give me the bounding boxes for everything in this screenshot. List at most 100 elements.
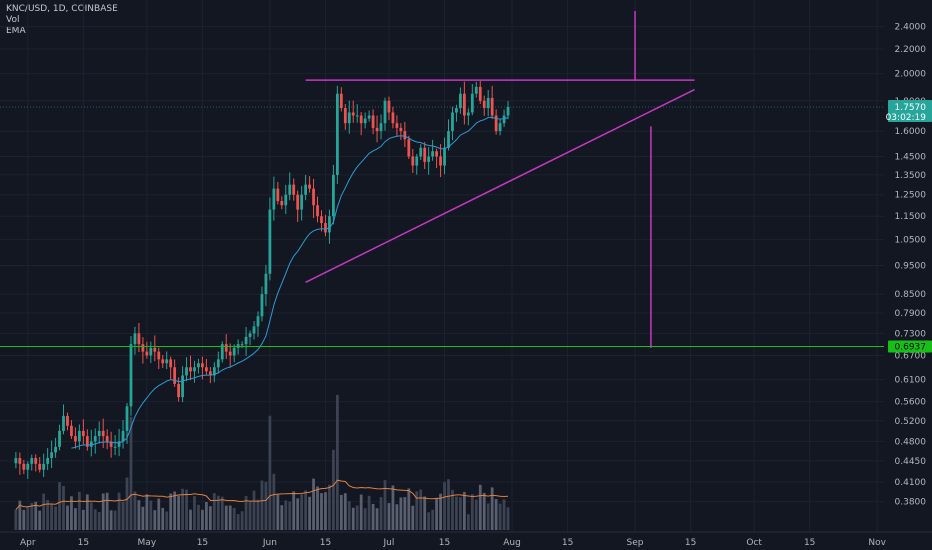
- candle-body: [232, 347, 236, 356]
- volume-bar: [113, 510, 117, 530]
- candle-body: [363, 118, 367, 124]
- candle-body: [109, 441, 113, 447]
- price-tick-label: 1.6000: [895, 127, 927, 137]
- ema-indicator-label[interactable]: EMA: [6, 26, 26, 36]
- volume-bar: [296, 498, 300, 530]
- volume-bar: [308, 496, 311, 530]
- volume-bar: [387, 503, 391, 530]
- price-tick-label: 2.0000: [895, 70, 927, 80]
- candle-body: [339, 93, 343, 109]
- volume-bar: [328, 484, 331, 530]
- price-tick-label: 0.4100: [895, 478, 927, 488]
- candle-body: [415, 156, 419, 166]
- volume-bar: [54, 506, 57, 530]
- volume-bar: [74, 508, 77, 530]
- volume-bar: [332, 449, 335, 530]
- candle-body: [455, 108, 458, 113]
- candle-body: [292, 184, 296, 195]
- volume-bar: [34, 501, 38, 530]
- volume-bar: [324, 492, 327, 530]
- volume-bar: [26, 506, 30, 530]
- candle-body: [248, 333, 252, 337]
- volume-bar: [70, 496, 73, 530]
- candle-body: [375, 127, 379, 132]
- candle-body: [34, 458, 38, 464]
- volume-bar: [351, 507, 355, 530]
- candle-body: [304, 184, 308, 195]
- candle-body: [169, 359, 173, 368]
- volume-bar: [153, 510, 157, 530]
- volume-bar: [498, 503, 502, 530]
- candle-body: [193, 367, 196, 372]
- candle-body: [482, 100, 486, 109]
- candle-body: [205, 367, 208, 372]
- volume-bar: [38, 510, 42, 530]
- volume-bar: [395, 504, 399, 530]
- price-tick-label: 1.2500: [895, 191, 927, 201]
- volume-bar: [62, 485, 65, 530]
- ascending-trendline[interactable]: [305, 88, 695, 283]
- candle-body: [177, 383, 180, 398]
- price-tick-label: 0.5200: [895, 417, 927, 427]
- volume-bar: [276, 494, 280, 530]
- price-tick-label: 0.6100: [895, 376, 927, 386]
- time-tick-label: Apr: [20, 538, 36, 548]
- time-tick-label: 15: [320, 538, 331, 548]
- candle-body: [288, 184, 292, 195]
- time-axis-panel: [0, 532, 932, 550]
- candle-body: [252, 326, 256, 334]
- candle-body: [498, 123, 502, 132]
- volume-bar: [105, 492, 109, 530]
- candle-body: [466, 112, 470, 116]
- price-tick-label: 1.3500: [895, 171, 927, 181]
- candle-body: [50, 452, 53, 459]
- time-tick-label: 15: [439, 538, 450, 548]
- candle-body: [347, 112, 351, 124]
- candle-body: [383, 100, 387, 124]
- volume-bar: [506, 507, 510, 530]
- candle-body: [427, 156, 431, 162]
- candle-body: [42, 463, 46, 470]
- candle-body: [85, 436, 89, 447]
- volume-bar: [22, 509, 26, 530]
- symbol-title[interactable]: KNC/USD, 1D, COINBASE: [6, 4, 118, 14]
- candle-body: [70, 425, 73, 437]
- candle-body: [272, 188, 276, 210]
- candle-body: [137, 333, 141, 345]
- volume-bar: [367, 495, 371, 530]
- current-price-tag[interactable]: [888, 99, 932, 122]
- volume-bar: [466, 514, 470, 530]
- candle-body: [165, 359, 169, 364]
- price-tick-label: 0.9500: [895, 261, 927, 271]
- candle-body: [276, 188, 280, 202]
- time-tick-label: Jul: [383, 538, 395, 548]
- volume-bar: [363, 508, 367, 530]
- volume-bar: [193, 496, 196, 530]
- candle-body: [316, 205, 319, 217]
- candle-body: [335, 93, 339, 175]
- candle-body: [379, 123, 383, 132]
- candle-body: [26, 463, 30, 470]
- candle-body: [46, 458, 50, 464]
- volume-bar: [494, 499, 498, 530]
- candle-body: [351, 112, 355, 116]
- candle-body: [74, 436, 77, 442]
- time-tick-label: 15: [562, 538, 573, 548]
- volume-bar: [482, 492, 486, 530]
- candle-body: [157, 351, 161, 360]
- candle-body: [54, 446, 57, 453]
- volume-bar: [312, 478, 315, 530]
- candle-body: [407, 139, 411, 157]
- volume-indicator-label[interactable]: Vol: [6, 15, 20, 25]
- volume-bar: [165, 511, 169, 530]
- volume-bar: [443, 482, 446, 530]
- volume-bar: [66, 505, 69, 530]
- time-tick-label: May: [138, 538, 157, 548]
- volume-bar: [447, 479, 450, 530]
- candle-body: [431, 151, 435, 157]
- candle-body: [121, 430, 125, 442]
- price-tick-label: 0.4450: [895, 457, 927, 467]
- support-price-tag[interactable]: [888, 340, 932, 353]
- price-tick-label: 0.6700: [895, 351, 927, 361]
